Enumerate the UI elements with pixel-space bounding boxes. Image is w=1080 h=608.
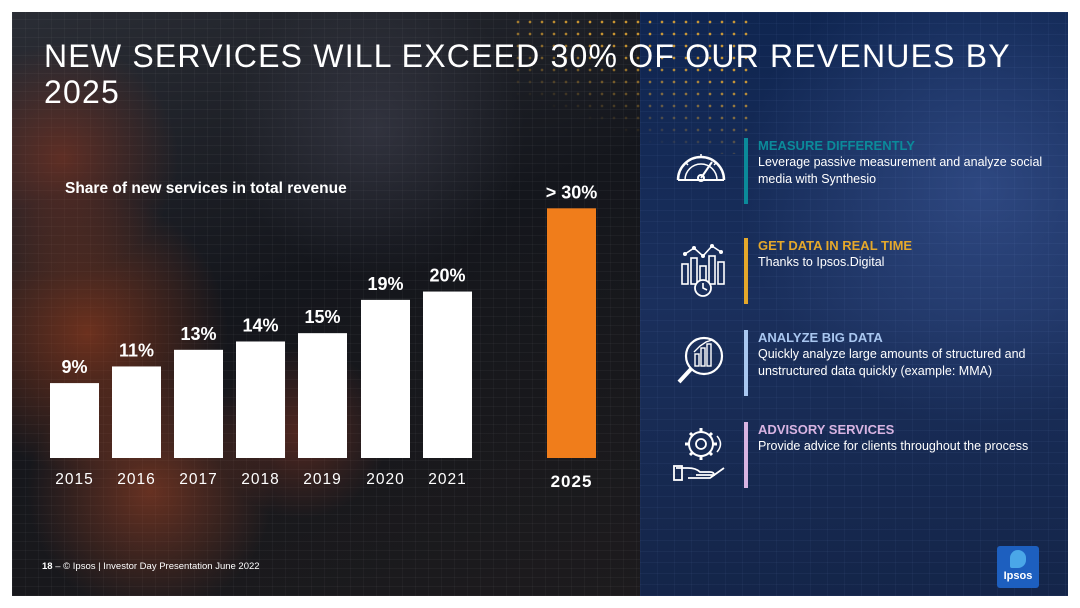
bar-2015	[50, 383, 99, 458]
service-advisory: ADVISORY SERVICES Provide advice for cli…	[660, 422, 1060, 492]
value-label-2021: 20%	[429, 266, 465, 286]
service-divider	[744, 330, 748, 396]
service-description: Leverage passive measurement and analyze…	[758, 155, 1043, 186]
service-real-time-data: GET DATA IN REAL TIME Thanks to Ipsos.Di…	[660, 238, 1060, 308]
footer-text: © Ipsos | Investor Day Presentation June…	[63, 561, 260, 572]
decorative-dot-pattern	[512, 12, 752, 154]
service-description: Quickly analyze large amounts of structu…	[758, 347, 1026, 378]
service-divider	[744, 238, 748, 304]
bar-2016	[112, 366, 161, 458]
bar-2025	[547, 208, 596, 458]
value-label-2018: 14%	[242, 315, 278, 335]
service-heading: ADVISORY SERVICES	[758, 422, 895, 437]
service-heading: MEASURE DIFFERENTLY	[758, 138, 915, 153]
slide: NEW SERVICES WILL EXCEED 30% OF OUR REVE…	[12, 12, 1068, 596]
service-description: Provide advice for clients throughout th…	[758, 439, 1029, 453]
chart-title: Share of new services in total revenue	[65, 180, 347, 197]
bar-2018	[236, 341, 285, 458]
logo-mark	[1010, 550, 1026, 568]
bar-2020	[361, 299, 410, 458]
magnifier-chart-icon	[677, 336, 724, 384]
service-description: Thanks to Ipsos.Digital	[758, 255, 885, 269]
value-label-2017: 13%	[180, 324, 216, 344]
service-divider	[744, 422, 748, 488]
service-divider	[744, 138, 748, 204]
logo-text: Ipsos	[1003, 570, 1033, 582]
bar-2017	[174, 349, 223, 458]
x-tick-label-2019: 2019	[303, 471, 341, 488]
footer-separator: –	[55, 561, 61, 572]
x-tick-label-2015: 2015	[55, 471, 93, 488]
page-number: 18	[42, 561, 53, 572]
bar-chart: 9% 2015 11% 2016 13% 2017 14% 2018 15% 2019 19% 202…	[50, 182, 598, 491]
service-heading: GET DATA IN REAL TIME	[758, 238, 913, 253]
realtime-chart-icon	[681, 244, 725, 297]
footer: 18 – © Ipsos | Investor Day Presentation…	[42, 561, 260, 572]
value-label-2019: 15%	[304, 307, 340, 327]
x-tick-label-2021: 2021	[428, 471, 466, 488]
service-heading: ANALYZE BIG DATA	[758, 330, 883, 345]
gear-hand-icon	[673, 428, 725, 481]
ipsos-logo: Ipsos	[997, 546, 1039, 588]
value-label-2025: > 30%	[546, 182, 598, 202]
value-label-2016: 11%	[119, 340, 154, 360]
x-tick-label-2017: 2017	[179, 471, 217, 488]
x-tick-label-2016: 2016	[117, 471, 155, 488]
x-tick-label-2020: 2020	[366, 471, 404, 488]
value-label-2020: 19%	[367, 274, 403, 294]
gauge-icon	[676, 154, 726, 182]
bar-2019	[298, 333, 347, 458]
service-measure-differently: MEASURE DIFFERENTLY Leverage passive mea…	[660, 138, 1060, 208]
x-tick-label-2018: 2018	[241, 471, 279, 488]
slide-title: NEW SERVICES WILL EXCEED 30% OF OUR REVE…	[44, 38, 1011, 110]
x-tick-label-2025: 2025	[551, 472, 593, 491]
service-big-data: ANALYZE BIG DATA Quickly analyze large a…	[660, 330, 1060, 400]
bar-2021	[423, 291, 472, 458]
value-label-2015: 9%	[61, 357, 87, 377]
